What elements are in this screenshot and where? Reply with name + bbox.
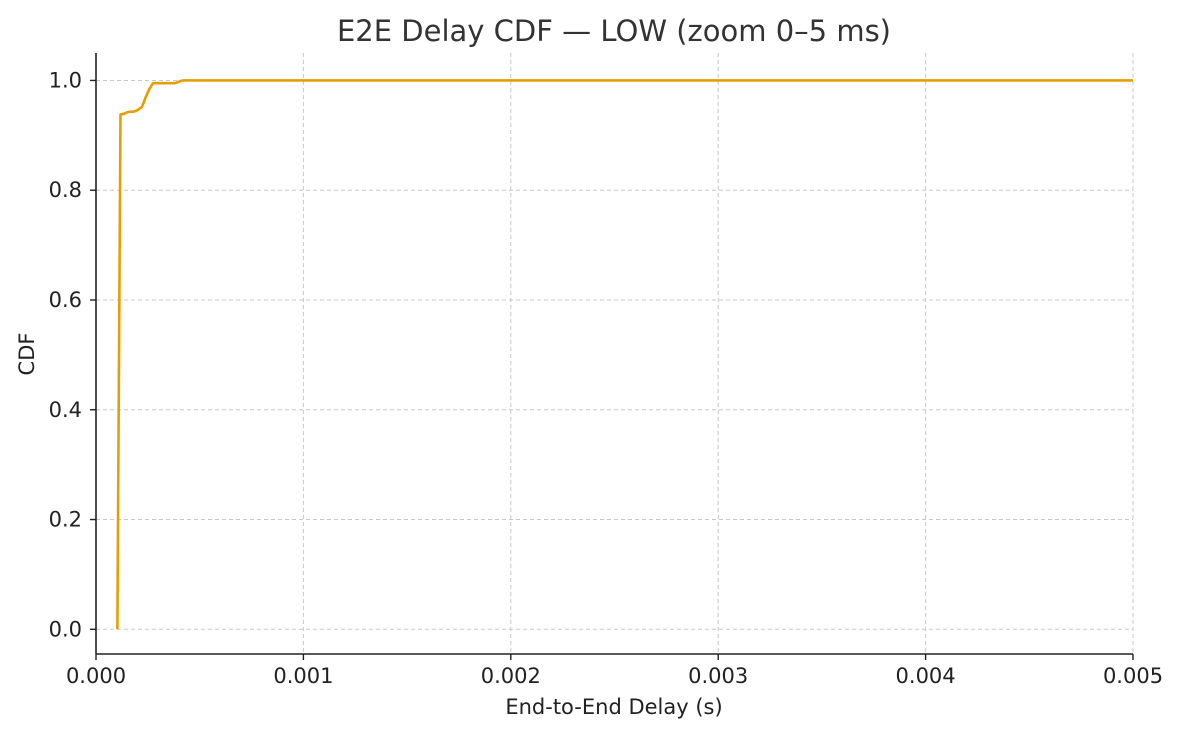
- x-tick-label: 0.005: [1103, 664, 1163, 688]
- x-tick-label: 0.001: [273, 664, 333, 688]
- x-tick-label: 0.000: [66, 664, 126, 688]
- y-ticks: 0.0 0.2 0.4 0.6 0.8 1.0: [49, 68, 96, 641]
- y-tick-label: 0.4: [49, 398, 82, 422]
- y-axis-label: CDF: [15, 333, 39, 376]
- x-tick-label: 0.003: [688, 664, 748, 688]
- chart-title: E2E Delay CDF — LOW (zoom 0–5 ms): [337, 14, 891, 48]
- y-tick-label: 0.2: [49, 508, 82, 532]
- y-tick-label: 0.8: [49, 178, 82, 202]
- cdf-series-line: [116, 79, 1133, 630]
- x-tick-label: 0.004: [896, 664, 956, 688]
- x-ticks: 0.000 0.001 0.002 0.003 0.004 0.005: [66, 654, 1163, 688]
- axes: [95, 53, 1133, 655]
- y-tick-label: 0.0: [49, 617, 82, 641]
- y-tick-label: 0.6: [49, 288, 82, 312]
- y-tick-label: 1.0: [49, 68, 82, 92]
- x-tick-label: 0.002: [481, 664, 541, 688]
- series-layer: [116, 79, 1133, 630]
- grid: [95, 53, 1134, 654]
- x-axis-label: End-to-End Delay (s): [505, 695, 722, 719]
